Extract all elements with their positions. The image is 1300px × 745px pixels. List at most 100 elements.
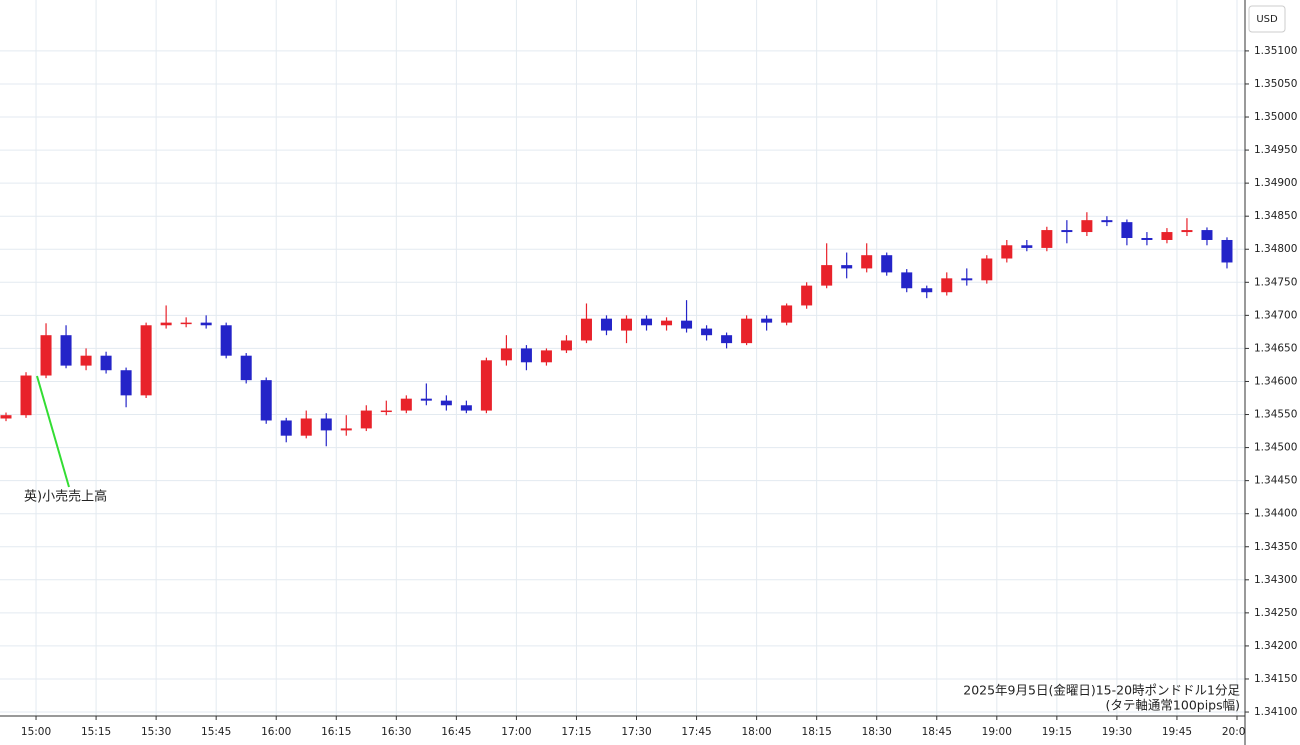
x-tick-label: 17:00 [501,726,531,738]
candle-body [761,318,773,323]
candle-body [1001,245,1013,259]
currency: USD [1256,14,1278,25]
candle-body [460,405,472,411]
candle-body [861,255,873,269]
candle-body [661,320,673,326]
candle-body [360,410,372,429]
candle-body [160,322,172,326]
candle-body [841,265,853,269]
candle-body [580,318,592,341]
candle-body [921,288,933,293]
candle-body [600,318,612,331]
candle-body [701,328,713,336]
candle-body [500,348,512,361]
candle-body [1061,230,1073,233]
annotation: 英)小売売上高 [24,489,107,505]
x-tick-label: 19:30 [1102,726,1132,738]
candle-body [0,415,12,419]
candle-body [220,325,232,356]
candles [0,212,1233,447]
candle-body [901,272,913,289]
candle-body [100,355,112,371]
x-tick-label: 16:45 [441,726,471,738]
y-tick-label: 1.34700 [1254,309,1297,321]
x-tick-label: 15:30 [141,726,171,738]
x-tick-label: 16:30 [381,726,411,738]
x-tick-label: 18:30 [862,726,892,738]
y-tick-label: 1.34900 [1254,177,1297,189]
y-tick-label: 1.34650 [1254,342,1297,354]
candle-body [1221,239,1233,263]
candle-body [440,400,452,406]
caption: 2025年9月5日(金曜日)15-20時ポンドドル1分足 [963,683,1240,698]
y-tick-label: 1.34550 [1254,409,1297,421]
x-tick-label: 17:30 [621,726,651,738]
x-tick-label: 19:00 [982,726,1012,738]
x-tick-label: 19:45 [1162,726,1192,738]
candle-body [280,420,292,436]
y-tick-label: 1.34800 [1254,243,1297,255]
y-tick-label: 1.34450 [1254,475,1297,487]
y-tick-label: 1.34250 [1254,607,1297,619]
candle-body [1201,230,1213,240]
candle-body [741,318,753,344]
candle-body [801,285,813,306]
x-tick-label: 16:00 [261,726,291,738]
y-tick-label: 1.34950 [1254,144,1297,156]
candle-body [340,428,352,431]
candle-body [140,325,152,396]
y-tick-label: 1.34600 [1254,375,1297,387]
candle-body [120,370,132,396]
x-tick-label: 16:15 [321,726,351,738]
x-axis: 15:00 15:15 15:30 15:45 16:00 16:15 16:30 16:45… [21,716,1252,738]
x-tick-label: 18:00 [741,726,771,738]
candle-body [1021,245,1033,248]
candle-body [981,258,993,281]
candle-body [260,380,272,421]
x-tick-label: 17:45 [681,726,711,738]
x-tick-label: 18:45 [922,726,952,738]
candle-body [520,348,532,363]
y-tick-label: 1.34850 [1254,210,1297,222]
candle-body [681,320,693,329]
y-tick-label: 1.35000 [1254,111,1297,123]
x-tick-label: 20:00 [1222,726,1252,738]
y-tick-label: 1.34400 [1254,508,1297,520]
y-tick-label: 1.34300 [1254,574,1297,586]
caption: (タテ軸通常100pips幅) [1106,698,1240,713]
y-tick-label: 1.34500 [1254,442,1297,454]
x-tick-label: 15:00 [21,726,51,738]
candle-body [300,418,312,436]
candle-body [1041,230,1053,248]
candle-body [400,398,412,411]
candle-body [1101,220,1113,223]
candle-body [80,355,92,366]
candle-body [781,305,793,323]
y-tick-label: 1.34350 [1254,541,1297,553]
candle-body [20,375,32,416]
candle-body [961,278,973,281]
currency-box [1248,5,1286,33]
candle-body [1121,222,1133,239]
x-tick-label: 17:15 [561,726,591,738]
candle-body [1181,230,1193,233]
candle-body [1141,238,1153,240]
candle-body [540,350,552,363]
x-tick-label: 15:15 [81,726,111,738]
candle-body [941,278,953,293]
candle-body [881,255,893,273]
y-tick-label: 1.34750 [1254,276,1297,288]
y-tick-label: 1.34200 [1254,640,1297,652]
candle-body [721,335,733,344]
y-tick-label: 1.35100 [1254,45,1297,57]
candle-body [1161,232,1173,240]
candle-body [60,335,72,366]
candle-body [40,335,52,376]
x-tick-label: 18:15 [802,726,832,738]
candle-body [180,322,192,325]
candle-body [1081,220,1093,233]
candle-body [380,410,392,413]
candle-body [641,318,653,326]
y-tick-label: 1.34100 [1254,706,1297,718]
x-tick-label: 19:15 [1042,726,1072,738]
